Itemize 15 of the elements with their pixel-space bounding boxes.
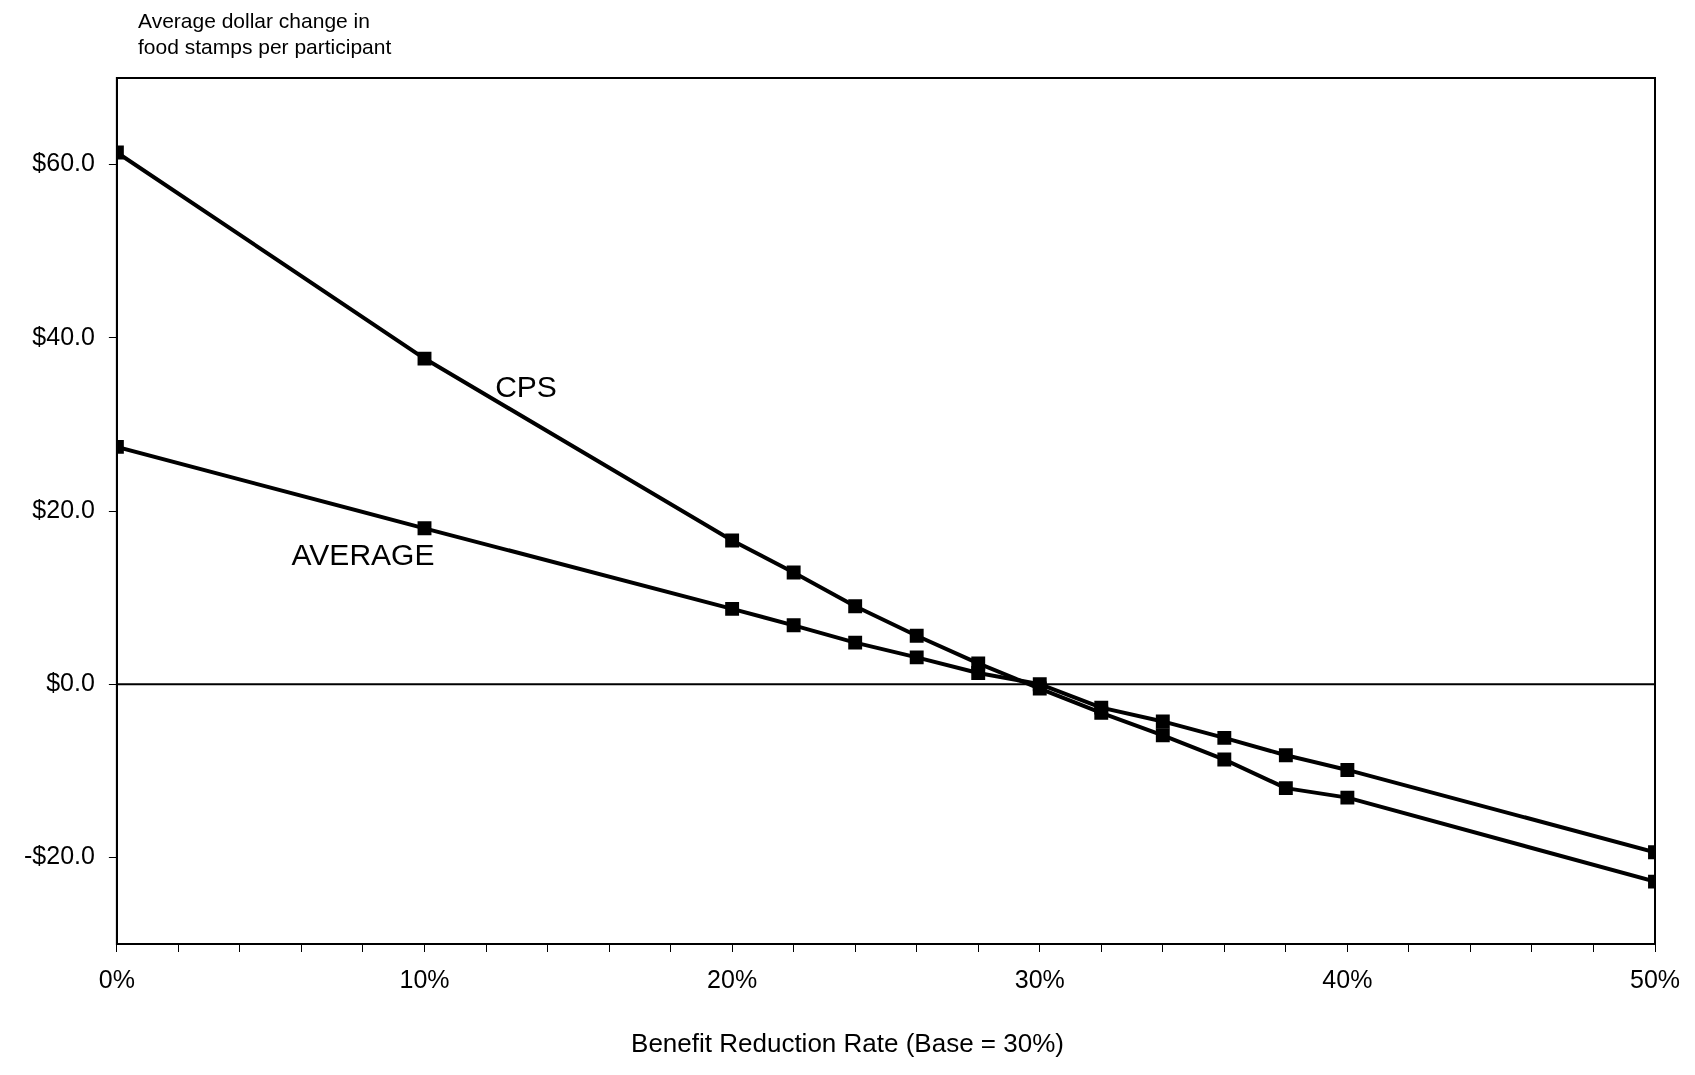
x-tick-label: 40% [1322, 964, 1373, 993]
x-axis-title: Benefit Reduction Rate (Base = 30%) [630, 1028, 1065, 1059]
x-tick-label: 50% [1629, 964, 1681, 993]
series-label: AVERAGE [291, 538, 435, 572]
x-tick-label: 30% [1014, 964, 1065, 993]
y-tick-label: $40.0 [32, 321, 95, 350]
series-label: CPS [495, 369, 557, 403]
y-tick-label: $60.0 [32, 148, 95, 177]
y-tick-label: $0.0 [46, 668, 95, 697]
y-axis-title: Average dollar change in food stamps per participant [138, 8, 392, 60]
x-tick-label: 0% [98, 964, 135, 993]
x-tick-label: 10% [399, 964, 450, 993]
y-tick-label: -$20.0 [24, 841, 95, 870]
y-tick-label: $20.0 [32, 494, 95, 523]
x-tick-label: 20% [707, 964, 758, 993]
